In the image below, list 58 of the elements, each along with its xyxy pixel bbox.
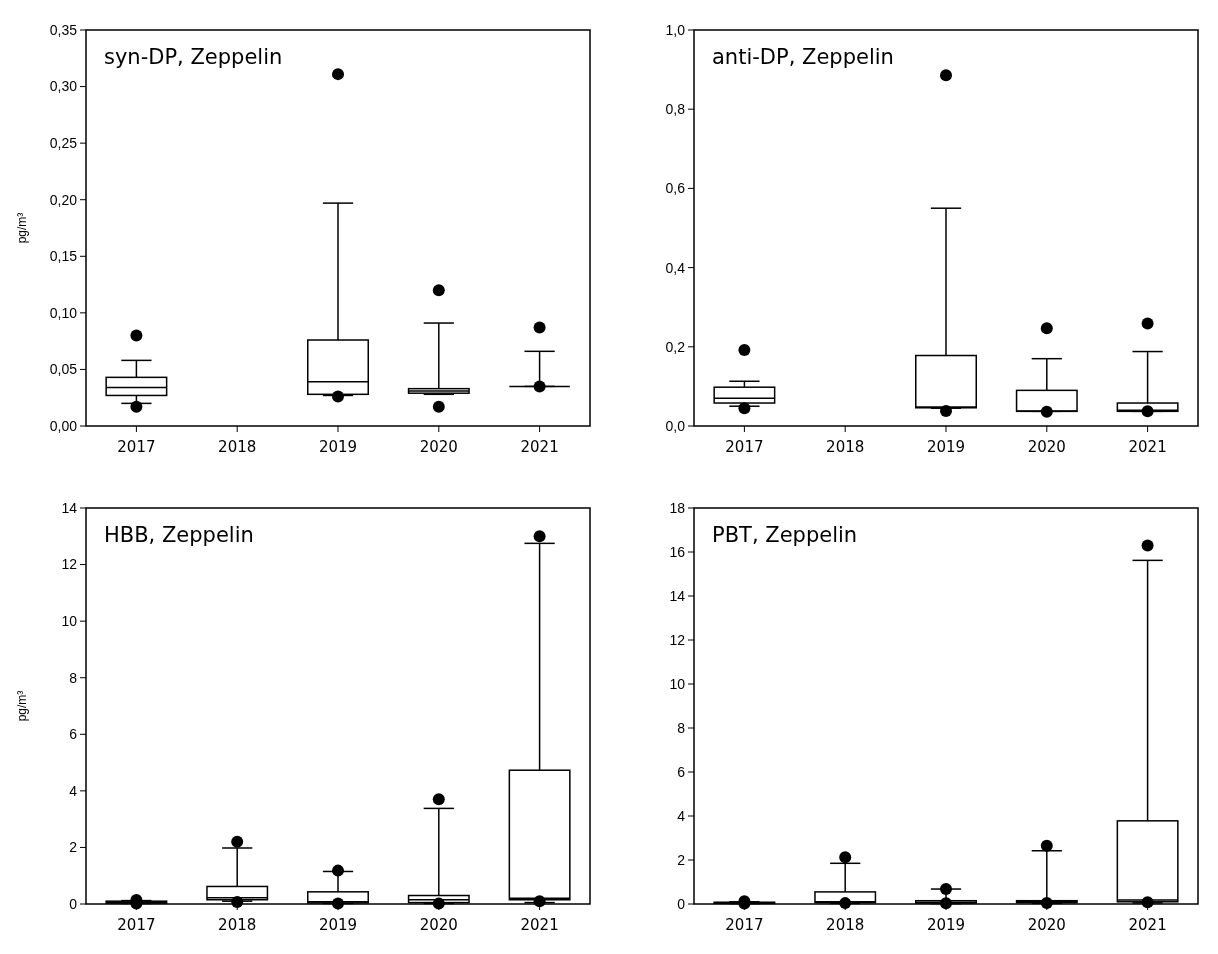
y-tick-label: 10: [669, 675, 686, 692]
x-tick-label: 2021: [1128, 438, 1167, 456]
y-tick-label: 14: [669, 587, 686, 604]
x-tick-label: 2019: [318, 438, 358, 456]
x-tick-label: 2019: [318, 916, 358, 934]
y-tick-label: 14: [61, 499, 78, 516]
y-axis-title: pg/m³: [15, 212, 29, 244]
y-tick-label: 0,35: [49, 21, 78, 38]
y-tick-label: 2: [69, 839, 78, 856]
y-tick-label: 0,10: [49, 304, 78, 321]
x-tick-label: 2019: [926, 916, 966, 934]
x-tick-label: 2021: [520, 916, 559, 934]
y-tick-label: 2: [677, 851, 686, 868]
y-tick-label: 8: [69, 669, 78, 686]
x-tick-label: 2019: [926, 438, 966, 456]
x-tick-label: 2018: [218, 438, 257, 456]
y-tick-label: 0,25: [49, 135, 78, 152]
y-tick-label: 0,15: [49, 248, 78, 265]
x-tick-label: 2017: [725, 916, 764, 934]
x-tick-label: 2021: [520, 438, 559, 456]
x-tick-label: 2020: [419, 438, 458, 456]
y-tick-label: 0,0: [665, 417, 686, 434]
text: anti-DP, Zeppelin: [712, 45, 894, 69]
y-tick-label: 4: [677, 807, 686, 824]
x-tick-label: 2020: [419, 916, 458, 934]
y-tick-label: 16: [669, 543, 686, 560]
y-tick-label: 0,6: [665, 180, 686, 197]
y-tick-label: 6: [677, 763, 686, 780]
x-tick-label: 2017: [117, 916, 156, 934]
y-tick-label: 0,8: [665, 101, 686, 118]
y-tick-label: 0: [69, 895, 78, 912]
y-tick-label: 6: [69, 726, 78, 743]
x-tick-label: 2020: [1027, 438, 1066, 456]
y-tick-label: 4: [69, 782, 78, 799]
y-tick-label: 0,4: [665, 259, 686, 276]
x-tick-label: 2018: [826, 438, 865, 456]
y-tick-label: 0,30: [49, 78, 78, 95]
x-tick-label: 2017: [725, 438, 764, 456]
x-tick-label: 2020: [1027, 916, 1066, 934]
y-tick-label: 0,05: [49, 361, 78, 378]
y-tick-label: 8: [677, 719, 686, 736]
y-axis-title: pg/m³: [15, 690, 29, 722]
y-tick-label: 0: [677, 895, 686, 912]
x-tick-label: 2017: [117, 438, 156, 456]
x-tick-label: 2021: [1128, 916, 1167, 934]
y-tick-label: 0,2: [665, 338, 686, 355]
text: HBB, Zeppelin: [104, 523, 254, 547]
y-tick-label: 1,0: [665, 21, 686, 38]
text: PBT, Zeppelin: [712, 523, 858, 547]
y-tick-label: 0,20: [49, 191, 78, 208]
x-tick-label: 2018: [826, 916, 865, 934]
y-tick-label: 12: [61, 556, 78, 573]
x-tick-label: 2018: [218, 916, 257, 934]
y-tick-label: 18: [669, 499, 686, 516]
text: syn-DP, Zeppelin: [104, 45, 283, 69]
y-tick-label: 12: [669, 631, 686, 648]
y-tick-label: 10: [61, 613, 78, 630]
y-tick-label: 0,00: [49, 417, 78, 434]
